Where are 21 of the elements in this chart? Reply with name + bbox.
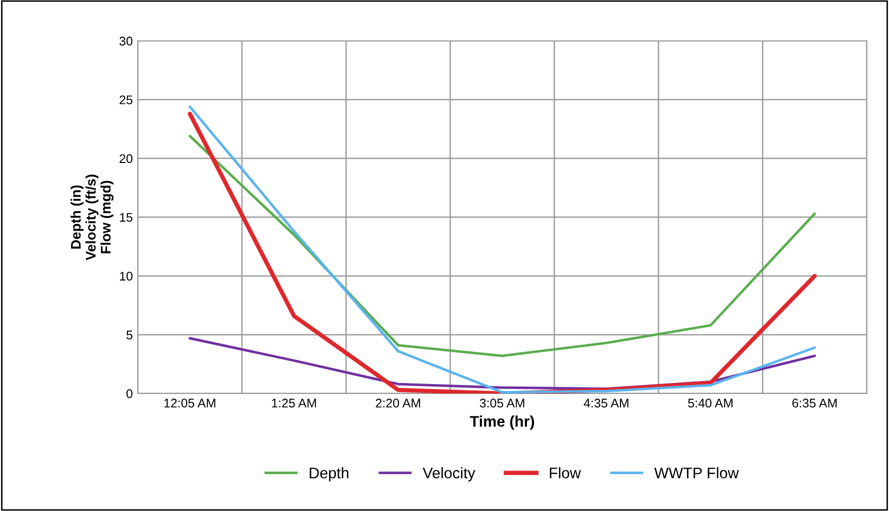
y-tick-label: 15 (120, 213, 132, 222)
y-tick-label: 30 (120, 36, 132, 46)
legend-label: WWTP Flow (654, 467, 739, 478)
y-tick-label: 10 (120, 272, 132, 281)
x-tick-label: 12:05 AM (164, 398, 216, 408)
legend-label: Depth (310, 467, 348, 482)
legend-label: Velocity (422, 467, 476, 482)
x-tick-label: 6:35 AM (792, 398, 837, 408)
y-tick-label: 5 (126, 330, 132, 340)
y-tick-label: 25 (120, 95, 132, 104)
line-series (188, 134, 816, 358)
x-tick-label: 1:25 AM (272, 398, 316, 408)
y-tick-label: 20 (120, 154, 132, 164)
x-tick-label: 3:05 AM (480, 398, 524, 408)
x-axis-title: Time (hr) (470, 416, 534, 430)
y-tick-label: 0 (126, 389, 132, 398)
x-tick-label: 2:20 AM (376, 398, 420, 408)
x-tick-label: 5:40 AM (688, 398, 732, 408)
x-tick-label: 4:35 AM (584, 398, 628, 408)
legend-label: Flow (550, 467, 581, 478)
y-axis-title: Depth (in) Velocity (ft/s) Flow (mgd) (70, 174, 114, 260)
